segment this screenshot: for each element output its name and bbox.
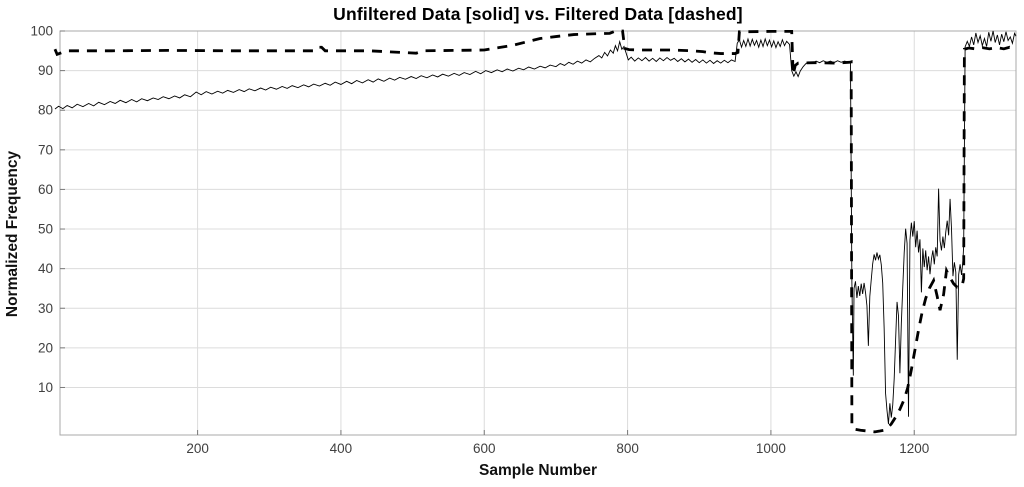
series-line-unfiltered-data <box>54 30 1017 424</box>
y-tick-label: 100 <box>30 24 53 39</box>
y-axis-label: Normalized Frequency <box>4 150 21 318</box>
x-axis-label: Sample Number <box>478 462 597 479</box>
y-tick-label: 30 <box>38 301 53 316</box>
y-tick-label: 10 <box>38 380 53 395</box>
y-tick-label: 90 <box>38 63 53 78</box>
x-tick-label: 800 <box>616 441 639 456</box>
y-tick-label: 80 <box>38 103 53 118</box>
series-line-filtered-data <box>53 29 1017 434</box>
x-tick-label: 1000 <box>756 441 786 456</box>
y-tick-label: 50 <box>38 222 53 237</box>
x-tick-label: 600 <box>473 441 496 456</box>
axis-box <box>59 30 1017 436</box>
y-tick-label: 20 <box>38 340 53 355</box>
y-tick-label: 60 <box>38 182 53 197</box>
x-tick-label: 400 <box>330 441 353 456</box>
chart-title: Unfiltered Data [solid] vs. Filtered Dat… <box>333 4 743 24</box>
y-tick-label: 70 <box>38 142 53 157</box>
x-tick-label: 200 <box>186 441 209 456</box>
x-tick-label: 1200 <box>899 441 929 456</box>
y-tick-label: 40 <box>38 261 53 276</box>
